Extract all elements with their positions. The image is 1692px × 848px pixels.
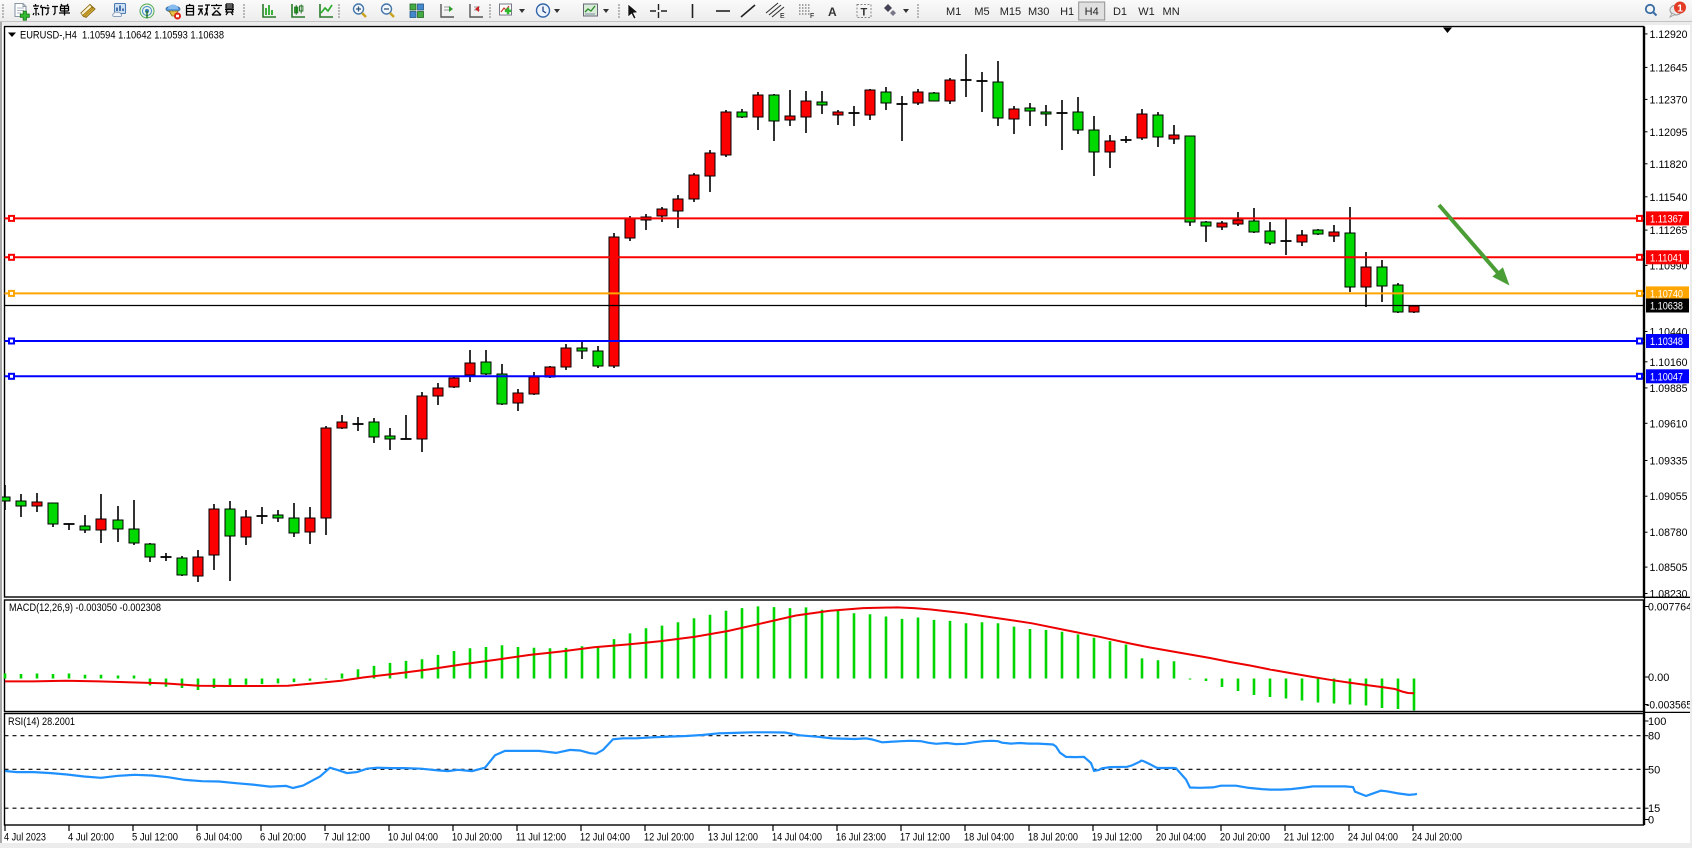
svg-text:20 Jul 04:00: 20 Jul 04:00 [1156, 832, 1206, 844]
svg-text:7 Jul 12:00: 7 Jul 12:00 [324, 832, 370, 844]
svg-text:0.00: 0.00 [1648, 672, 1669, 684]
svg-text:T: T [861, 7, 868, 19]
svg-text:1.10740: 1.10740 [1650, 288, 1683, 300]
svg-text:1.10160: 1.10160 [1650, 357, 1688, 369]
svg-text:H1: H1 [1060, 6, 1074, 18]
svg-text:12 Jul 20:00: 12 Jul 20:00 [644, 832, 694, 844]
svg-text:17 Jul 12:00: 17 Jul 12:00 [900, 832, 950, 844]
svg-text:10 Jul 04:00: 10 Jul 04:00 [388, 832, 438, 844]
svg-text:1.12645: 1.12645 [1650, 62, 1688, 74]
svg-text:100: 100 [1648, 716, 1666, 728]
svg-text:M15: M15 [1000, 6, 1021, 18]
svg-text:6 Jul 20:00: 6 Jul 20:00 [260, 832, 306, 844]
svg-text:MN: MN [1163, 6, 1180, 18]
svg-text:20 Jul 20:00: 20 Jul 20:00 [1220, 832, 1270, 844]
svg-text:1.12095: 1.12095 [1650, 127, 1688, 139]
svg-text:24 Jul 04:00: 24 Jul 04:00 [1348, 832, 1398, 844]
svg-text:1.09335: 1.09335 [1650, 456, 1688, 468]
svg-text:1.08230: 1.08230 [1650, 589, 1688, 601]
svg-text:1.10047: 1.10047 [1650, 371, 1683, 383]
svg-text:1.12370: 1.12370 [1650, 94, 1688, 106]
svg-text:1.08780: 1.08780 [1650, 527, 1688, 539]
svg-text:M5: M5 [974, 6, 989, 18]
svg-text:1.11041: 1.11041 [1650, 252, 1683, 264]
svg-text:M30: M30 [1028, 6, 1049, 18]
svg-text:1.10348: 1.10348 [1650, 336, 1683, 348]
svg-text:1.08505: 1.08505 [1650, 562, 1688, 574]
svg-text:1: 1 [1677, 3, 1683, 15]
svg-text:MACD(12,26,9) -0.003050 -0.002: MACD(12,26,9) -0.003050 -0.002308 [9, 602, 161, 614]
svg-text:H4: H4 [1085, 6, 1099, 18]
svg-text:0: 0 [1648, 815, 1654, 827]
svg-text:1.12920: 1.12920 [1650, 29, 1688, 41]
svg-text:W1: W1 [1138, 6, 1155, 18]
svg-text:D1: D1 [1113, 6, 1127, 18]
svg-text:11 Jul 12:00: 11 Jul 12:00 [516, 832, 566, 844]
svg-text:0.007764: 0.007764 [1648, 602, 1692, 614]
svg-text:5 Jul 12:00: 5 Jul 12:00 [132, 832, 178, 844]
svg-text:E: E [780, 13, 785, 20]
svg-text:RSI(14) 28.2001: RSI(14) 28.2001 [8, 716, 75, 728]
svg-text:12 Jul 04:00: 12 Jul 04:00 [580, 832, 630, 844]
svg-text:4 Jul 2023: 4 Jul 2023 [4, 832, 46, 844]
svg-text:19 Jul 12:00: 19 Jul 12:00 [1092, 832, 1142, 844]
svg-text:15: 15 [1648, 803, 1660, 815]
svg-text:1.09055: 1.09055 [1650, 491, 1688, 503]
svg-text:6 Jul 04:00: 6 Jul 04:00 [196, 832, 242, 844]
svg-text:16 Jul 23:00: 16 Jul 23:00 [836, 832, 886, 844]
svg-text:A: A [828, 5, 837, 19]
svg-text:F: F [810, 13, 814, 20]
svg-text:1.09610: 1.09610 [1650, 418, 1688, 430]
svg-text:18 Jul 20:00: 18 Jul 20:00 [1028, 832, 1078, 844]
svg-text:1.11367: 1.11367 [1650, 213, 1683, 225]
svg-text:1.11540: 1.11540 [1650, 192, 1688, 204]
svg-text:10 Jul 20:00: 10 Jul 20:00 [452, 832, 502, 844]
svg-text:1.11820: 1.11820 [1650, 159, 1688, 171]
svg-text:18 Jul 04:00: 18 Jul 04:00 [964, 832, 1014, 844]
svg-text:-0.003565: -0.003565 [1646, 700, 1692, 712]
svg-text:50: 50 [1648, 764, 1660, 776]
svg-text:80: 80 [1648, 731, 1660, 743]
svg-text:21 Jul 12:00: 21 Jul 12:00 [1284, 832, 1334, 844]
svg-text:24 Jul 20:00: 24 Jul 20:00 [1412, 832, 1462, 844]
svg-text:4 Jul 20:00: 4 Jul 20:00 [68, 832, 114, 844]
svg-text:13 Jul 12:00: 13 Jul 12:00 [708, 832, 758, 844]
svg-text:14 Jul 04:00: 14 Jul 04:00 [772, 832, 822, 844]
svg-text:1.11265: 1.11265 [1650, 225, 1688, 237]
svg-text:1.09885: 1.09885 [1650, 383, 1688, 395]
svg-text:EURUSD-,H4 1.10594 1.10642 1.: EURUSD-,H4 1.10594 1.10642 1.10593 1.106… [20, 30, 224, 42]
svg-text:1.10638: 1.10638 [1650, 301, 1683, 313]
svg-text:M1: M1 [946, 6, 961, 18]
